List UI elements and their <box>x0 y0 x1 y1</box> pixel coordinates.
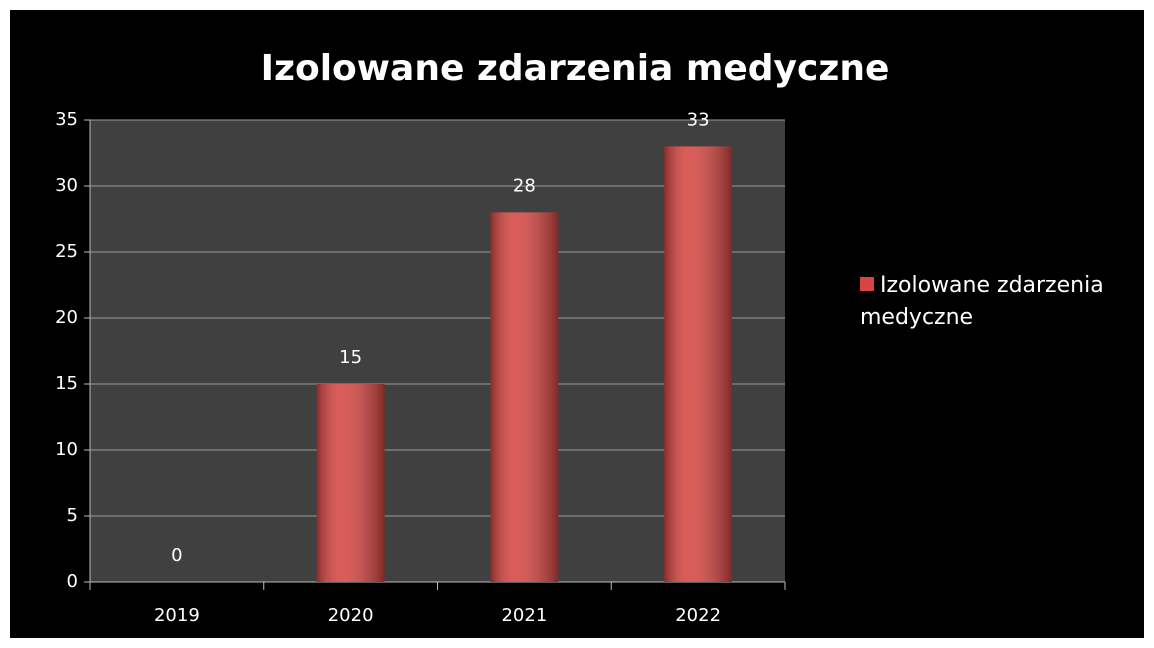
y-tick-label: 20 <box>55 307 78 328</box>
legend: Izolowane zdarzenia medyczne <box>860 270 1140 334</box>
data-label: 0 <box>171 545 182 566</box>
chart-title: Izolowane zdarzenia medyczne <box>261 48 890 89</box>
x-tick-label: 2019 <box>154 605 200 626</box>
data-label: 15 <box>339 347 362 368</box>
y-tick-label: 35 <box>55 109 78 130</box>
x-tick-label: 2021 <box>501 605 547 626</box>
y-tick-label: 15 <box>55 373 78 394</box>
legend-swatch <box>860 277 874 291</box>
y-tick-label: 25 <box>55 241 78 262</box>
y-tick-label: 0 <box>67 571 78 592</box>
y-tick-label: 5 <box>67 505 78 526</box>
bar-shade <box>664 146 733 582</box>
y-tick-label: 30 <box>55 175 78 196</box>
x-tick-label: 2020 <box>328 605 374 626</box>
legend-label: Izolowane zdarzenia medyczne <box>860 273 1104 330</box>
data-label: 28 <box>513 175 536 196</box>
bar-shade <box>316 384 385 582</box>
data-label: 33 <box>687 109 710 130</box>
y-tick-label: 10 <box>55 439 78 460</box>
x-tick-label: 2022 <box>675 605 721 626</box>
bar-shade <box>490 212 559 582</box>
